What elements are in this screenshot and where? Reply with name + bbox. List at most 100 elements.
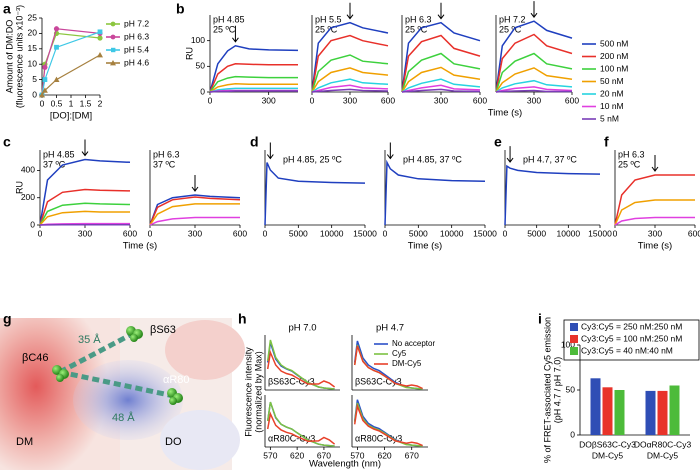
series-line [311, 67, 389, 93]
x-axis-label: Time (s) [638, 241, 672, 252]
legend-swatch [570, 323, 578, 331]
injection-arrow [346, 2, 354, 20]
series-line [614, 199, 695, 226]
series-line [401, 84, 481, 93]
annotation: pH 4.85, 37 ºC [403, 154, 462, 164]
series-line [149, 196, 241, 226]
annotation: 25 ºC [618, 159, 641, 169]
x-tick-label: 300 [527, 95, 541, 105]
legend-box [563, 319, 700, 361]
x-tick-label: 0 [38, 228, 43, 238]
y-tick-label: 50 [196, 61, 206, 71]
y-tick-label: 100 [561, 339, 575, 349]
annotation: βS63C-Cy3 [355, 376, 402, 386]
panel-label: b [176, 1, 185, 17]
x-tick-label: 600 [473, 95, 487, 105]
panel-label: d [250, 134, 259, 150]
x-tick-label: 5000 [289, 228, 308, 238]
x-tick-label: 10000 [440, 228, 464, 238]
series-line [495, 20, 573, 93]
x-tick-label: 0 [310, 95, 315, 105]
series-line [495, 86, 573, 93]
x-tick-label: 0 [263, 228, 268, 238]
point [54, 44, 59, 50]
annotation: 25 ºC [405, 24, 428, 34]
x-tick-label: 1.5 [80, 98, 92, 108]
series-line [495, 52, 573, 93]
panel-title: pH 7.0 [289, 323, 317, 334]
series-line [311, 88, 389, 93]
annotation: pH 7.2 [499, 14, 526, 24]
distance-label: 35 Å [78, 333, 101, 346]
legend-label: DM-Cy5 [392, 359, 422, 368]
x-tick-label: DM-Cy5 [647, 450, 678, 460]
legend-marker [110, 21, 116, 27]
y-tick-label: 100 [191, 35, 205, 45]
series-line [266, 411, 336, 445]
series-line [41, 54, 101, 96]
series-line [264, 162, 366, 226]
molecule-label: DO [165, 436, 182, 448]
legend-swatch [570, 335, 578, 343]
x-tick-label: 300 [343, 95, 357, 105]
series-line [614, 216, 695, 226]
legend-label: 20 nM [600, 88, 624, 98]
annotation: 37 ºC [43, 159, 66, 169]
x-tick-label: 300 [78, 228, 92, 238]
y-axis-label: (normalized by Max) [253, 351, 263, 433]
legend-label: pH 5.4 [124, 44, 149, 54]
legend-marker [110, 34, 116, 40]
x-tick-label: 300 [262, 95, 276, 105]
x-axis-label: Wavelength (nm) [309, 459, 381, 470]
x-tick-label: DOαR80C-Cy3 [634, 439, 692, 449]
y-axis-label: % of FRET-associated Cy5 emission [542, 317, 552, 463]
series-line [39, 188, 131, 226]
x-tick-label: DOβS63C-Cy3 [579, 439, 636, 449]
legend-marker [111, 47, 116, 53]
series-line [495, 89, 572, 93]
x-tick-label: 1 [69, 98, 74, 108]
y-axis-label: RU [14, 181, 24, 194]
annotation: 25 ºC [315, 24, 338, 34]
point [97, 51, 103, 58]
residue-label: αR80 [163, 374, 190, 386]
y-tick-label: 20 [28, 28, 38, 38]
series-line [209, 83, 298, 93]
annotation: pH 4.85, 25 ºC [283, 154, 342, 164]
series-line [495, 67, 573, 93]
y-tick-label: 0 [32, 89, 37, 99]
series-line [401, 66, 481, 93]
annotation: αR80C-Cy3 [355, 433, 402, 443]
panel-label: g [3, 311, 12, 327]
injection-arrow [81, 139, 89, 157]
injection-arrow [651, 155, 659, 172]
annotation: pH 4.7, 37 ºC [523, 154, 577, 164]
panel-label: c [3, 134, 11, 150]
series-line [495, 79, 573, 93]
series-line [149, 194, 241, 226]
distance-label: 48 Å [112, 411, 135, 424]
residue-label: βC46 [22, 352, 49, 364]
bar [602, 387, 613, 435]
x-tick-label: 0 [503, 228, 508, 238]
x-tick-label: 0 [148, 228, 153, 238]
legend-label: Cy3:Cy5 = 100 nM:250 nM [581, 333, 682, 343]
x-tick-label: 620 [290, 450, 304, 460]
series-line [311, 54, 389, 93]
x-tick-label: 570 [350, 450, 364, 460]
annotation: 25 ºC [213, 24, 236, 34]
annotation: βS63C-Cy3 [268, 376, 315, 386]
x-tick-label: 600 [233, 228, 247, 238]
series-line [209, 44, 299, 93]
x-tick-label: 5000 [527, 228, 546, 238]
legend-label: 50 nM [600, 76, 624, 86]
legend-label: 200 nM [600, 51, 628, 61]
series-line [149, 216, 240, 226]
injection-arrow [386, 142, 394, 160]
x-tick-label: 0 [40, 98, 45, 108]
series-line [353, 403, 423, 447]
x-tick-label: 600 [688, 228, 700, 238]
annotation: pH 4.85 [213, 14, 245, 24]
series-line [311, 84, 389, 93]
